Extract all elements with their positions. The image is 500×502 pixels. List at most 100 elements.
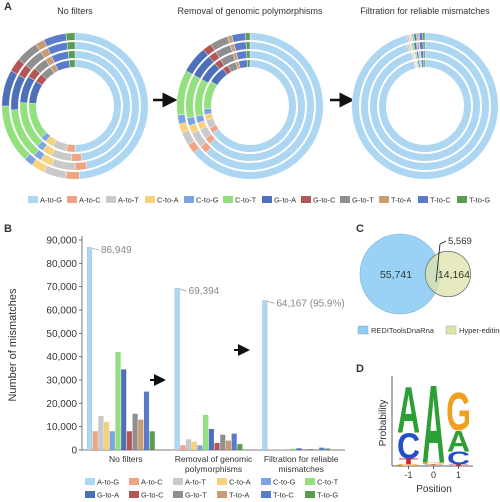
logo-letter: T — [399, 457, 420, 466]
legend-label: A-to-G — [40, 196, 62, 205]
legend-swatch — [457, 196, 467, 203]
bar — [149, 431, 155, 451]
legend-swatch — [106, 196, 116, 203]
y-tick-label: 30,000 — [46, 376, 77, 387]
legend-label: A-to-G — [97, 478, 119, 487]
bar — [225, 440, 232, 451]
legend-swatch — [305, 478, 315, 485]
label-leader — [267, 300, 275, 304]
bar — [143, 391, 150, 451]
bar — [220, 434, 226, 451]
x-axis-label: Position — [416, 484, 452, 495]
logo-letter: A — [422, 363, 445, 487]
x-tick-label: 0 — [431, 470, 436, 480]
bar — [208, 428, 215, 451]
legend-swatch — [418, 196, 428, 203]
panel-label: A — [4, 1, 12, 13]
legend-swatch — [301, 196, 311, 203]
donut-segment — [245, 32, 251, 41]
logo-letter: T — [424, 464, 444, 465]
legend-swatch — [129, 478, 139, 485]
logo-letter: A — [447, 424, 470, 458]
logo-letter: C — [447, 449, 470, 468]
bar — [103, 421, 110, 451]
donut-segment — [423, 50, 426, 59]
donut-segment — [419, 41, 424, 50]
legend-label: A-to-C — [141, 478, 163, 487]
donut-title: Filtration for reliable mismatches — [360, 6, 490, 16]
donut-segment — [71, 153, 83, 162]
donut-segment — [246, 59, 251, 68]
legend-swatch — [445, 325, 457, 335]
y-tick-label: 80,000 — [46, 259, 77, 270]
y-axis-label: Probability — [378, 400, 389, 447]
donut-segment — [233, 41, 247, 52]
bar — [307, 448, 314, 451]
legend-label: G-to-C — [313, 196, 336, 205]
legend-label: C-to-A — [229, 478, 251, 487]
bar — [191, 441, 197, 451]
donut-segment — [66, 41, 76, 50]
donut-title: Removal of genomic polymorphisms — [177, 6, 323, 16]
bar — [121, 369, 127, 451]
bar — [115, 351, 121, 451]
legend-swatch — [217, 478, 227, 485]
legend-label: T-to-G — [469, 196, 490, 205]
legend-swatch — [223, 196, 233, 203]
legend-label: T-to-G — [317, 491, 338, 500]
bar — [138, 419, 144, 451]
bar — [126, 431, 133, 451]
legend-label: C-to-G — [196, 196, 219, 205]
venn-label: 14,164 — [438, 269, 470, 281]
bar — [237, 444, 243, 451]
legend-label: G-to-A — [97, 491, 119, 500]
label-leader — [439, 240, 447, 245]
donut-segment — [378, 59, 472, 153]
venn-set — [424, 250, 472, 298]
legend-label: G-to-T — [185, 491, 207, 500]
bar — [203, 414, 209, 451]
bar — [214, 442, 220, 451]
bar — [296, 448, 302, 451]
legend-label: C-to-G — [273, 478, 296, 487]
legend-swatch — [173, 491, 183, 498]
bar — [319, 447, 325, 451]
legend-swatch — [28, 196, 38, 203]
legend-label: Hyper-editing — [459, 326, 500, 335]
donut-segment — [245, 41, 251, 50]
legend-swatch — [67, 196, 77, 203]
legend-swatch — [217, 491, 227, 498]
y-tick-label: 90,000 — [46, 236, 77, 247]
bar — [324, 448, 331, 451]
venn-overlap-label: 5,569 — [448, 236, 472, 247]
bar — [197, 445, 203, 451]
bar — [185, 439, 192, 451]
panel-label: B — [4, 223, 12, 235]
bar — [109, 431, 115, 451]
bar — [132, 413, 138, 451]
legend-swatch — [184, 196, 194, 203]
donut-segment — [74, 161, 88, 171]
legend-label: G-to-T — [352, 196, 374, 205]
donut-segment — [177, 114, 187, 125]
donut-segment — [67, 50, 76, 59]
donut-segment — [65, 32, 76, 41]
y-axis-label: Number of mismatches — [7, 288, 19, 402]
legend-swatch — [261, 478, 271, 485]
y-tick-label: 0 — [71, 446, 77, 457]
legend-label: REDIToolsDnaRna — [371, 326, 435, 335]
panel-label: C — [356, 223, 364, 235]
value-label: 64,167 (95.9%) — [276, 298, 344, 309]
legend-label: A-to-C — [79, 196, 101, 205]
x-tick-label: -1 — [404, 470, 412, 480]
y-tick-label: 70,000 — [46, 282, 77, 293]
legend-label: T-to-A — [391, 196, 411, 205]
label-leader — [91, 247, 100, 251]
legend-swatch — [129, 491, 139, 498]
donut-segment — [236, 50, 248, 60]
donut-segment — [351, 32, 499, 180]
donut-segment — [65, 171, 80, 180]
donut-segment — [418, 32, 424, 41]
logo-letter: C — [422, 465, 445, 466]
